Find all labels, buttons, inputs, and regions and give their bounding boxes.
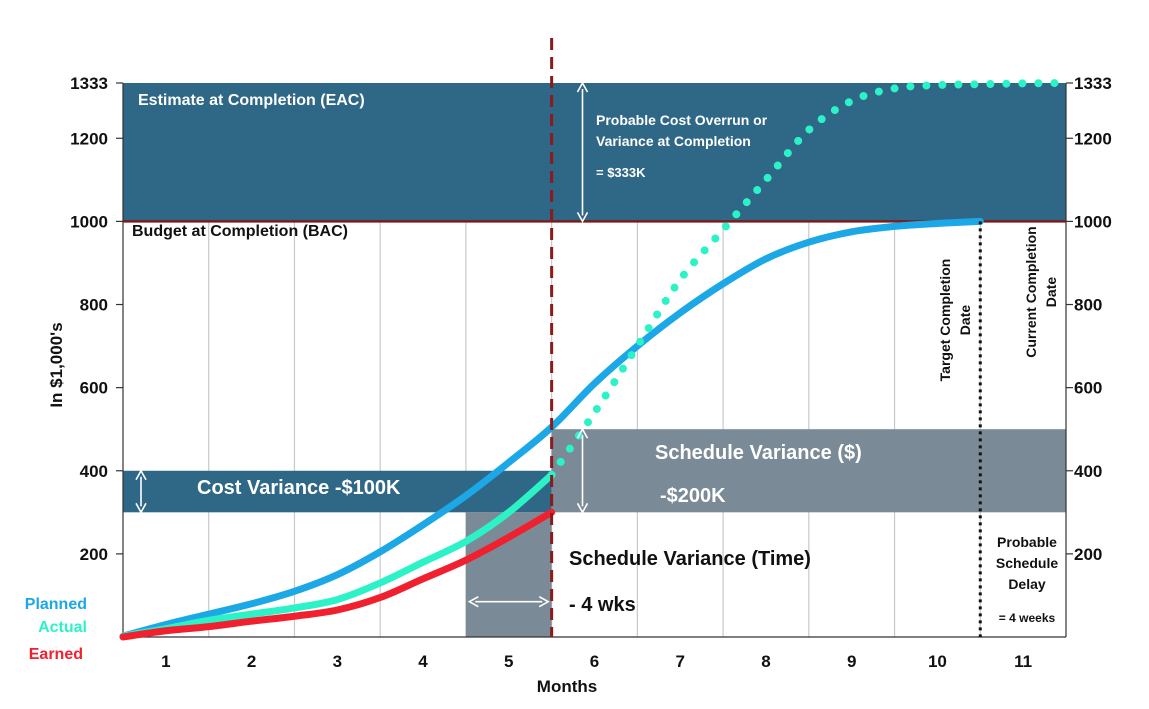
y-tick-label-right: 400: [1074, 462, 1102, 481]
schedule-variance-label: Schedule Variance ($): [655, 442, 862, 464]
target-completion-line2: Date: [957, 305, 973, 336]
x-tick-label: 2: [247, 652, 256, 671]
arrow-head-up: [576, 81, 589, 93]
arrow-head-down: [576, 212, 589, 224]
y-tick-labels-right: 200 400 600 800 1000 1200 1333: [1074, 74, 1112, 564]
arrows: [135, 81, 589, 608]
arrow-head-right: [538, 595, 550, 608]
schedule-time-label: Schedule Variance (Time): [569, 548, 811, 570]
x-tick-label: 5: [504, 652, 513, 671]
x-tick-label: 11: [1014, 652, 1032, 671]
x-tick-label: 3: [333, 652, 342, 671]
series-actual: [119, 471, 556, 640]
x-tick-label: 1: [161, 652, 170, 671]
current-completion-line2: Date: [1043, 277, 1059, 308]
x-tick-labels: 1 2 3 4 5 6 7 8 9 10 11: [161, 652, 1032, 671]
overrun-line2: Variance at Completion: [596, 133, 751, 149]
delay-line1: Probable: [997, 534, 1057, 550]
series-actual-forecast: [547, 79, 1070, 479]
arrow-head-down: [135, 502, 147, 514]
y-tick-label-left: 1000: [70, 212, 108, 231]
x-tick-label: 7: [675, 652, 684, 671]
y-tick-label-right: 600: [1074, 379, 1102, 398]
y-tick-label-right: 1200: [1074, 129, 1112, 148]
y-tick-label-left: 1333: [70, 74, 108, 93]
x-axis-title: Months: [537, 677, 597, 696]
eac-region: [123, 83, 1066, 222]
bac-label: Budget at Completion (BAC): [132, 223, 348, 240]
current-completion-line1: Current Completion: [1023, 226, 1039, 357]
y-axis-title: In $1,000's: [47, 322, 66, 407]
y-tick-label-right: 200: [1074, 545, 1102, 564]
legend-actual: Actual: [38, 619, 87, 636]
overrun-line1: Probable Cost Overrun or: [596, 112, 768, 128]
series-earned: [119, 508, 556, 641]
x-tick-label: 10: [928, 652, 947, 671]
legend-earned: Earned: [29, 646, 83, 663]
y-tick-label-left: 200: [80, 545, 108, 564]
overrun-value: = $333K: [596, 165, 646, 180]
arrow-head-down: [576, 502, 589, 514]
arrow-head-left: [467, 595, 479, 608]
delay-value: = 4 weeks: [999, 611, 1056, 625]
y-tick-label-right: 1333: [1074, 74, 1112, 93]
schedule-variance-value: -$200K: [660, 485, 726, 507]
overrun-arrow: [576, 81, 589, 224]
cost-variance-label: Cost Variance -$100K: [197, 477, 401, 499]
tick-marks: [116, 82, 1073, 555]
x-tick-label: 6: [590, 652, 599, 671]
y-tick-labels-left: 200 400 600 800 1000 1200 1333: [70, 74, 108, 564]
x-tick-label: 8: [761, 652, 770, 671]
arrow-head-up: [135, 469, 147, 481]
y-tick-label-left: 1200: [70, 129, 108, 148]
legend: Planned Actual Earned: [25, 596, 87, 663]
y-tick-label-right: 800: [1074, 296, 1102, 315]
schedule-time-arrow: [467, 595, 550, 608]
target-completion-line1: Target Completion: [937, 259, 953, 382]
schedule-variance-region: [551, 429, 1066, 513]
y-tick-label-left: 400: [80, 462, 108, 481]
x-tick-label: 4: [418, 652, 428, 671]
delay-line3: Delay: [1008, 576, 1046, 592]
y-tick-label-right: 1000: [1074, 212, 1112, 231]
y-tick-label-left: 600: [80, 379, 108, 398]
arrow-head-up: [576, 427, 589, 439]
cost-variance-region: [123, 470, 552, 513]
y-tick-label-left: 800: [80, 296, 108, 315]
schedule-variance-arrow: [576, 427, 589, 514]
schedule-time-value: - 4 wks: [569, 594, 636, 616]
delay-line2: Schedule: [996, 555, 1058, 571]
cost-variance-arrow: [135, 469, 147, 514]
x-tick-label: 9: [847, 652, 856, 671]
legend-planned: Planned: [25, 596, 87, 613]
eac-label: Estimate at Completion (EAC): [138, 92, 365, 109]
